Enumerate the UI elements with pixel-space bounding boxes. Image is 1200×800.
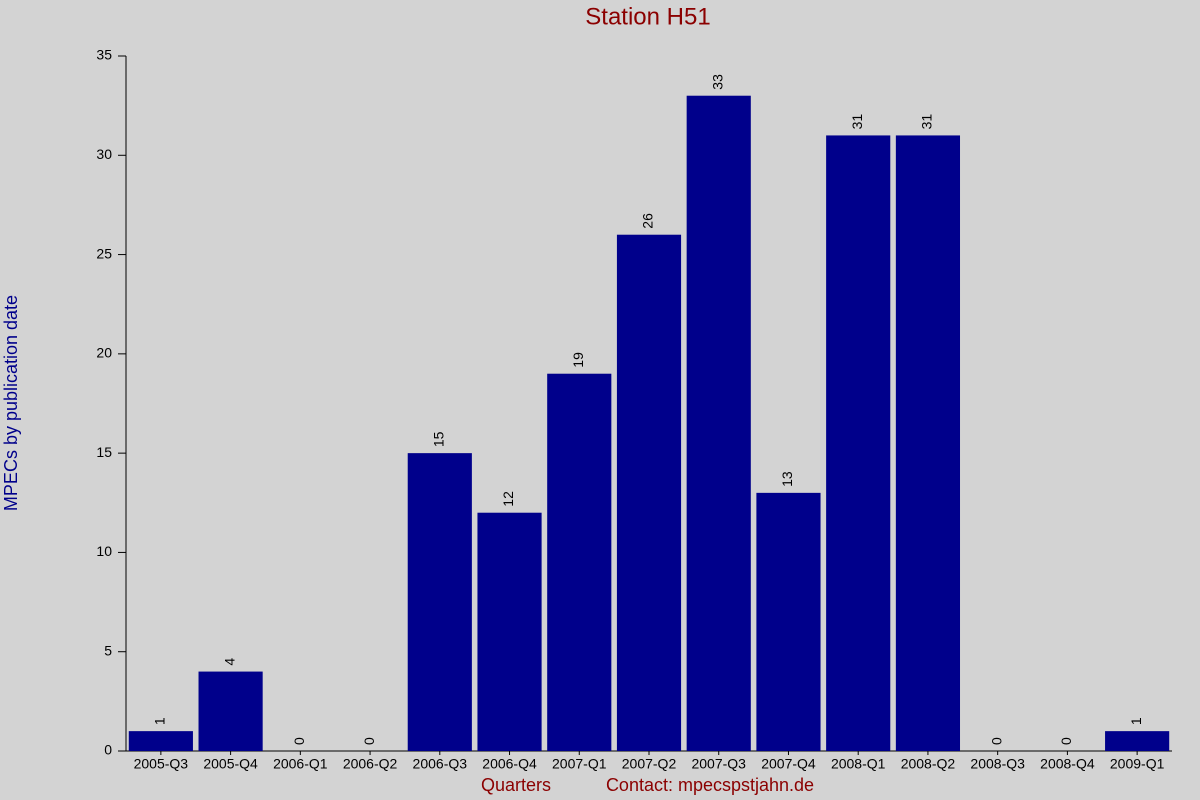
value-label: 0 (988, 737, 1004, 745)
x-tick-label: 2008-Q3 (970, 756, 1025, 772)
chart-title: Station H51 (585, 3, 710, 30)
y-tick-label: 25 (96, 245, 112, 261)
value-label: 12 (500, 491, 516, 507)
bar (895, 135, 961, 751)
value-label: 1 (152, 717, 168, 725)
bar (198, 671, 263, 751)
y-tick-label: 20 (96, 345, 112, 361)
bar (547, 373, 612, 751)
y-tick-label: 35 (96, 47, 112, 63)
y-tick-label: 5 (104, 642, 112, 658)
value-label: 13 (779, 471, 795, 487)
x-tick-label: 2007-Q2 (622, 756, 677, 772)
x-tick-label: 2009-Q1 (1110, 756, 1165, 772)
value-label: 1 (1128, 717, 1144, 725)
value-label: 0 (1058, 737, 1074, 745)
x-tick-label: 2006-Q2 (343, 756, 398, 772)
y-tick-label: 15 (96, 444, 112, 460)
bar (1105, 731, 1170, 751)
value-label: 0 (361, 737, 377, 745)
value-label: 4 (221, 658, 237, 666)
y-tick-label: 10 (96, 543, 112, 559)
x-tick-label: 2005-Q4 (203, 756, 258, 772)
annotation: Contact: mpecspstjahn.de (606, 775, 814, 795)
bar (826, 135, 891, 751)
bar (756, 492, 821, 751)
x-tick-label: 2007-Q4 (761, 756, 816, 772)
x-tick-label: 2008-Q2 (901, 756, 956, 772)
value-label: 0 (291, 737, 307, 745)
y-tick-label: 30 (96, 146, 112, 162)
bar (616, 234, 682, 751)
value-label: 31 (849, 114, 865, 130)
bar (407, 453, 472, 751)
value-label: 33 (709, 74, 725, 90)
value-label: 19 (570, 352, 586, 368)
bar (128, 731, 193, 751)
y-axis-label: MPECs by publication date (1, 295, 21, 511)
x-tick-label: 2006-Q1 (273, 756, 328, 772)
x-tick-label: 2006-Q4 (482, 756, 537, 772)
x-tick-label: 2007-Q3 (691, 756, 746, 772)
x-tick-label: 2006-Q3 (413, 756, 468, 772)
x-tick-label: 2005-Q3 (134, 756, 189, 772)
value-label: 15 (431, 431, 447, 447)
x-tick-label: 2008-Q1 (831, 756, 886, 772)
value-label: 31 (919, 114, 935, 130)
x-axis-label: Quarters (481, 775, 551, 795)
value-label: 26 (640, 213, 656, 229)
bar (477, 512, 542, 751)
bar (686, 95, 751, 751)
y-tick-label: 0 (104, 742, 112, 758)
x-tick-label: 2008-Q4 (1040, 756, 1095, 772)
x-tick-label: 2007-Q1 (552, 756, 607, 772)
